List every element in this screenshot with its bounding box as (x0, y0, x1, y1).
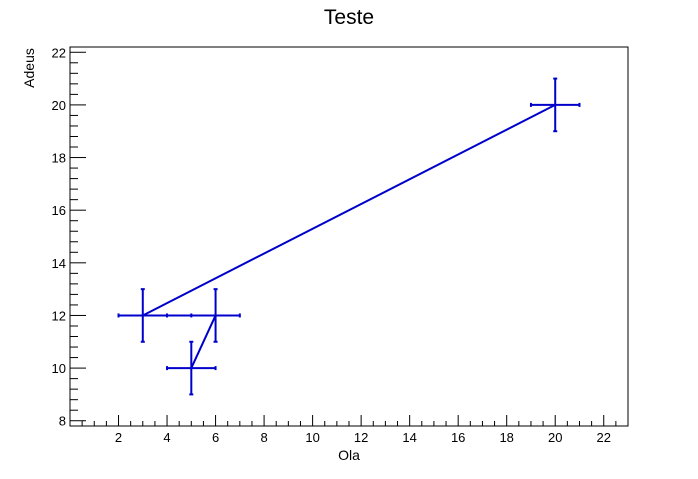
y-axis-ticks: 8 10 12 14 16 18 20 22 (52, 45, 86, 429)
y-tick-label: 12 (52, 308, 66, 323)
x-tick-label: 10 (305, 430, 319, 445)
x-tick-label: 14 (402, 430, 416, 445)
data-point (529, 77, 581, 133)
data-point (190, 288, 241, 343)
data-point (117, 288, 169, 343)
y-tick-label: 20 (52, 98, 66, 113)
data-point (166, 340, 217, 396)
y-tick-label: 18 (52, 151, 66, 166)
x-axis-label: Ola (338, 447, 360, 463)
data-series (117, 77, 581, 396)
x-tick-label: 18 (499, 430, 513, 445)
x-tick-label: 4 (163, 430, 170, 445)
x-axis-ticks: 2 4 6 8 10 12 14 16 18 20 22 (69, 415, 629, 445)
x-tick-label: 2 (115, 430, 122, 445)
y-axis-label: Adeus (21, 48, 37, 88)
x-tick-label: 20 (548, 430, 562, 445)
x-tick-label: 12 (354, 430, 368, 445)
x-tick-label: 16 (451, 430, 465, 445)
x-tick-label: 6 (212, 430, 219, 445)
y-tick-label: 16 (52, 203, 66, 218)
y-tick-label: 10 (52, 361, 66, 376)
chart-title: Teste (324, 6, 374, 29)
y-tick-label: 22 (52, 45, 66, 60)
series-line (142, 104, 556, 369)
x-tick-label: 22 (597, 430, 611, 445)
plot-frame (69, 46, 629, 427)
y-tick-label: 8 (59, 414, 66, 429)
y-tick-label: 14 (52, 256, 66, 271)
x-tick-label: 8 (260, 430, 267, 445)
